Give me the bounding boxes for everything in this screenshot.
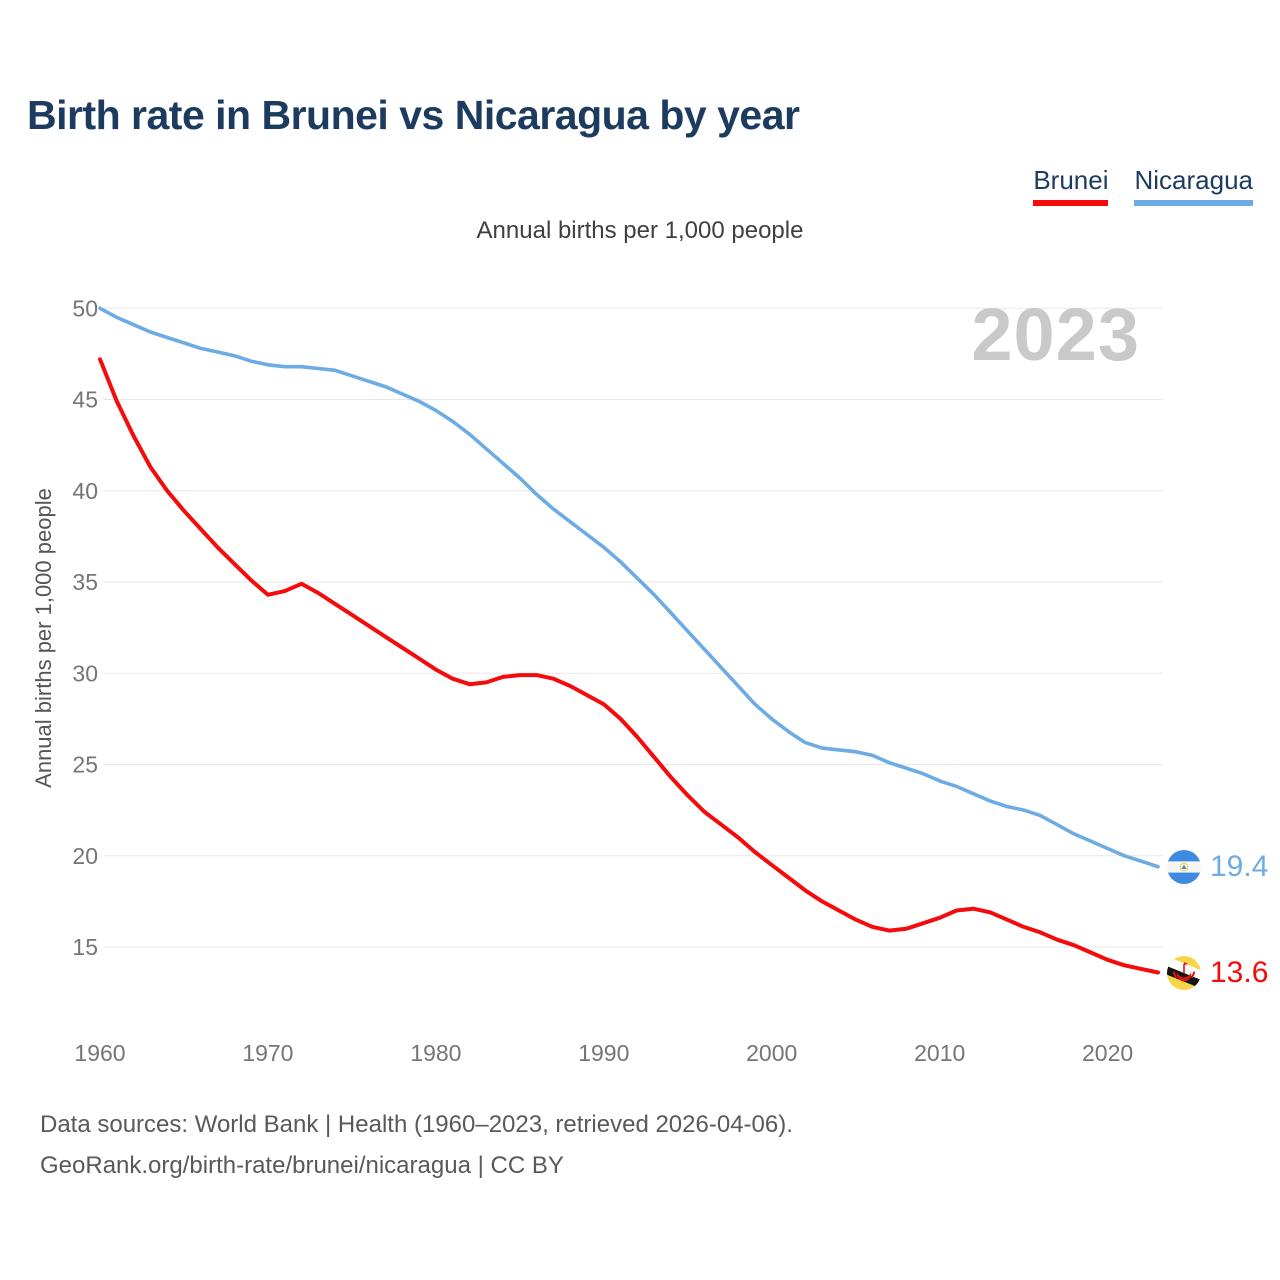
y-axis-title: Annual births per 1,000 people (31, 488, 56, 788)
x-axis-tick-labels: 1960 1970 1980 1990 2000 2010 2020 (74, 1040, 1133, 1066)
brunei-end-label: 13.6 (1167, 956, 1268, 990)
x-tick-label: 2020 (1082, 1040, 1133, 1066)
y-tick-label: 50 (72, 295, 98, 321)
footer-attribution: GeoRank.org/birth-rate/brunei/nicaragua … (40, 1152, 564, 1179)
x-tick-label: 2010 (914, 1040, 965, 1066)
legend-item-brunei[interactable]: Brunei (1033, 165, 1109, 206)
line-nicaragua (98, 306, 1160, 869)
legend: Brunei Nicaragua (1033, 165, 1253, 206)
nicaragua-end-label: 19.4 (1167, 850, 1268, 884)
nicaragua-end-value: 19.4 (1210, 850, 1269, 883)
y-tick-label: 15 (72, 934, 98, 960)
brunei-flag-icon (1167, 956, 1201, 990)
y-tick-label: 30 (72, 660, 98, 686)
series-lines (98, 306, 1160, 975)
gridlines (104, 307, 1163, 948)
x-tick-label: 1980 (410, 1040, 461, 1066)
y-axis-tick-labels: 15 20 25 30 35 40 45 50 (72, 295, 98, 960)
brunei-end-value: 13.6 (1210, 956, 1269, 989)
nicaragua-flag-icon (1167, 850, 1201, 884)
x-tick-label: 1990 (578, 1040, 629, 1066)
x-tick-label: 1970 (242, 1040, 293, 1066)
footer: Data sources: World Bank | Health (1960–… (40, 1104, 793, 1186)
year-watermark: 2023 (971, 293, 1140, 376)
y-tick-label: 40 (72, 478, 98, 504)
x-tick-label: 1960 (74, 1040, 125, 1066)
legend-item-nicaragua[interactable]: Nicaragua (1134, 165, 1253, 206)
y-tick-label: 20 (72, 843, 98, 869)
chart-subtitle: Annual births per 1,000 people (476, 217, 804, 244)
x-tick-label: 2000 (746, 1040, 797, 1066)
y-tick-label: 25 (72, 752, 98, 778)
page-title: Birth rate in Brunei vs Nicaragua by yea… (27, 92, 800, 138)
line-brunei (98, 357, 1160, 975)
footer-sources: Data sources: World Bank | Health (1960–… (40, 1111, 793, 1138)
y-tick-label: 45 (72, 387, 98, 413)
y-tick-label: 35 (72, 569, 98, 595)
